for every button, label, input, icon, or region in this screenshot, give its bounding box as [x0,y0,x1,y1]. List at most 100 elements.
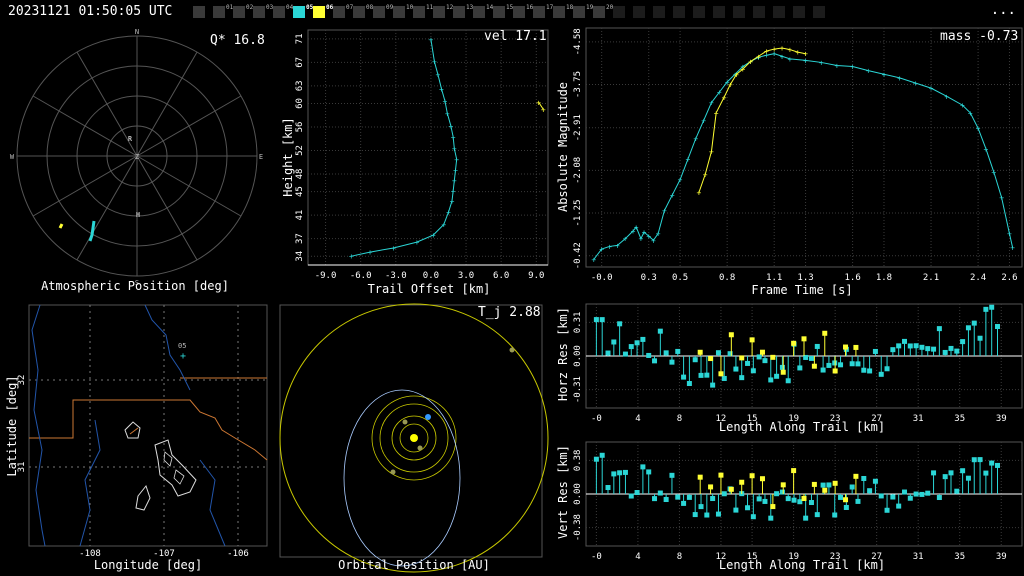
residual-point [919,344,925,350]
light-curve-point: + [703,170,708,179]
residual-point [768,377,774,383]
residual-point [745,360,751,366]
residual-point [811,481,817,487]
camera-slot-29[interactable] [773,6,785,18]
trail-series-cyan [351,39,458,257]
residual-point [814,512,820,518]
camera-slot-31[interactable] [813,6,825,18]
residual-point [884,366,890,372]
camera-slot-23[interactable] [653,6,665,18]
light-curve-point: + [709,99,714,108]
camera-17[interactable] [533,6,545,18]
camera-slot-24[interactable] [673,6,685,18]
camera-08[interactable] [353,6,365,18]
residual-point [853,473,859,479]
residual-point [605,485,611,491]
x-tick-label: 8 [677,414,682,424]
camera-label: 12 [446,4,454,11]
x-tick-label: 0.3 [641,273,657,283]
residual-point [710,496,716,502]
camera-10[interactable] [393,6,405,18]
camera-slot-30[interactable] [793,6,805,18]
y-tick-label: 63 [295,80,305,91]
camera-04[interactable] [273,6,285,18]
compass-label: N [135,28,139,36]
camera-label: 07 [346,4,354,11]
residual-point [971,320,977,326]
residual-point [797,499,803,505]
x-tick-label: 9.0 [528,271,544,281]
residual-point [965,475,971,481]
longitude-tick: -106 [227,549,249,559]
camera-slot-0[interactable] [193,6,205,18]
latitude-tick: 32 [17,375,27,386]
camera-02[interactable] [233,6,245,18]
residual-point [954,488,960,494]
camera-03[interactable] [253,6,265,18]
ellipsis-icon[interactable]: ... [990,2,1016,18]
camera-20[interactable] [593,6,605,18]
camera-19[interactable] [573,6,585,18]
residual-point [721,375,727,381]
planet-orbit [379,403,449,473]
x-tick-label: 39 [996,552,1007,562]
residual-point [785,378,791,384]
residual-point [718,371,724,377]
light-curve-point: + [591,255,596,264]
camera-slot-27[interactable] [733,6,745,18]
y-tick-label: 71 [295,33,305,44]
residual-point [838,494,844,500]
trail-point: + [451,187,456,196]
x-tick-label: 23 [830,552,841,562]
camera-18[interactable] [553,6,565,18]
camera-05[interactable] [293,6,305,18]
camera-slot-26[interactable] [713,6,725,18]
camera-11[interactable] [413,6,425,18]
camera-slot-25[interactable] [693,6,705,18]
jupiter-orbit [279,303,549,573]
light-curve-point: + [764,51,769,60]
camera-06[interactable] [313,6,325,18]
light-curve-point: + [772,50,777,59]
residual-point [872,478,878,484]
residual-point [646,469,652,475]
residual-point [849,484,855,490]
camera-slot-21[interactable] [613,6,625,18]
x-tick-label: -3.0 [385,271,407,281]
residual-point [749,337,755,343]
residual-point [925,490,931,496]
horizontal-residuals-chart: -0 4 8 12 15 19 23 27 31 35 39 0.31 0.00 -0.31 Length… [556,303,1023,434]
residual-point [791,497,797,503]
polar-spoke [76,51,138,157]
camera-16[interactable] [513,6,525,18]
x-tick-label: 0.8 [719,273,735,283]
camera-09[interactable] [373,6,385,18]
residual-point [890,347,896,353]
camera-14[interactable] [473,6,485,18]
trail-point: + [443,97,448,106]
camera-slot-22[interactable] [633,6,645,18]
camera-01[interactable] [213,6,225,18]
camera-13[interactable] [453,6,465,18]
residual-point [617,470,623,476]
residual-point [675,348,681,354]
light-curve-y-label: Absolute Magnitude [556,82,570,212]
residual-point [872,348,878,354]
x-tick-label: 35 [954,552,965,562]
light-curve-point: + [615,241,620,250]
camera-07[interactable] [333,6,345,18]
polar-spoke [136,155,198,261]
residual-point [721,491,727,497]
residual-point [896,343,902,349]
trail-point: + [439,85,444,94]
light-curve-point: + [733,70,738,79]
camera-slot-28[interactable] [753,6,765,18]
x-tick-label: -0.0 [591,273,613,283]
y-tick-label: -2.91 [573,114,583,141]
residual-point [960,339,966,345]
camera-15[interactable] [493,6,505,18]
camera-12[interactable] [433,6,445,18]
light-curve-point: + [701,117,706,126]
trail-panel: -9.0 -6.0 -3.0 0.0 3.0 6.0 9.0 34 37 41 45 48 52 56 60… [278,25,550,297]
x-tick-label: 35 [954,414,965,424]
